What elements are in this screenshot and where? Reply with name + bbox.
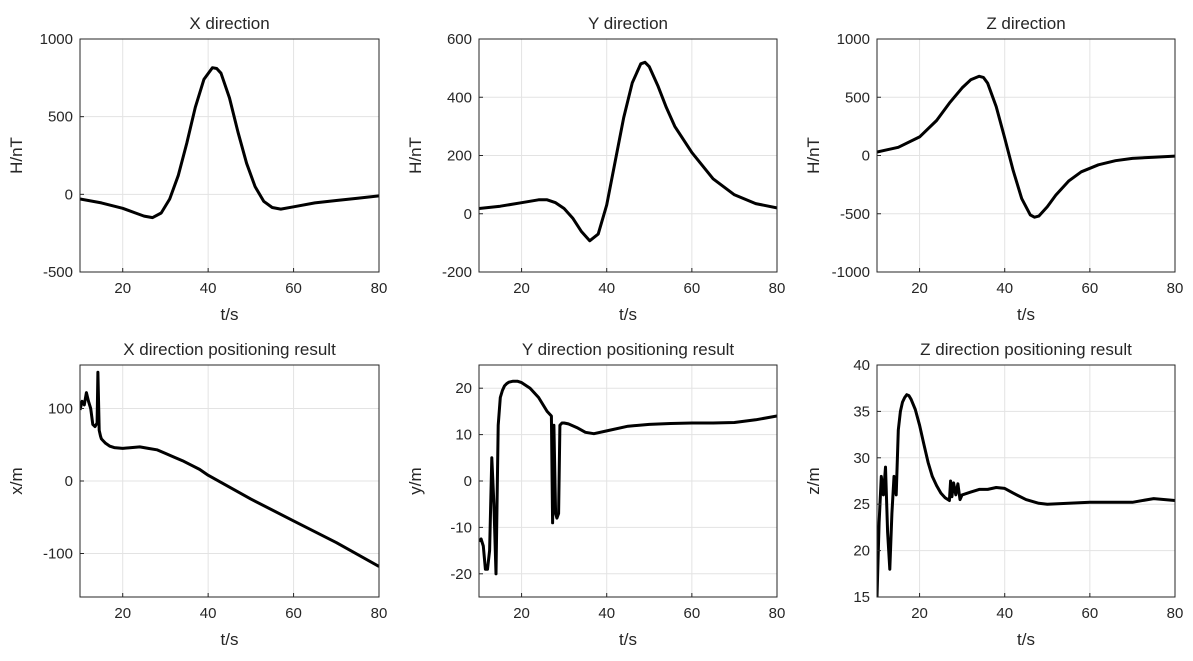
y-tick-label: 25 xyxy=(853,496,870,513)
y-tick-label: -500 xyxy=(43,264,73,281)
x-tick-label: 60 xyxy=(1082,605,1099,622)
y-tick-label: 0 xyxy=(862,148,870,165)
y-tick-label: 100 xyxy=(48,401,73,418)
plot-area xyxy=(80,39,379,272)
y-tick-label: 1000 xyxy=(837,31,870,48)
x-tick-label: 20 xyxy=(911,605,928,622)
x-tick-label: 80 xyxy=(371,605,388,622)
y-tick-label: 35 xyxy=(853,403,870,420)
x-tick-label: 80 xyxy=(371,280,388,297)
plot-area xyxy=(877,365,1175,597)
chart-panel-1: 20 40 60 80 -500 0 500 1000 X direction t/s H/nT xyxy=(7,14,387,324)
x-tick-label: 80 xyxy=(1167,280,1184,297)
y-tick-label: -1000 xyxy=(832,264,870,281)
y-axis-label: z/m xyxy=(804,467,823,494)
chart-panel-3: 20 40 60 80 -1000 -500 0 500 1000 Z direction t/s H… xyxy=(804,14,1183,324)
y-axis-label: x/m xyxy=(7,467,26,494)
y-tick-label: 15 xyxy=(853,589,870,606)
axes-box xyxy=(79,38,380,273)
series-line xyxy=(479,60,777,243)
y-tick-label: 0 xyxy=(464,473,472,490)
chart-panel-6: 20 40 60 80 15 20 25 30 35 40 Z direction position… xyxy=(804,340,1183,649)
x-tick-label: 20 xyxy=(114,280,131,297)
series-line xyxy=(877,393,1175,597)
series-line xyxy=(479,379,777,576)
x-tick-label: 60 xyxy=(285,280,302,297)
axes-box xyxy=(876,364,1176,598)
y-tick-label: 1000 xyxy=(40,31,73,48)
x-tick-label: 80 xyxy=(1167,605,1184,622)
chart-title: Y direction positioning result xyxy=(522,340,735,359)
x-tick-label: 20 xyxy=(513,605,530,622)
series-line xyxy=(80,370,379,568)
chart-title: X direction xyxy=(189,14,269,33)
chart-title: X direction positioning result xyxy=(123,340,336,359)
x-tick-label: 40 xyxy=(598,280,615,297)
y-tick-label: 0 xyxy=(464,206,472,223)
y-tick-label: -200 xyxy=(442,264,472,281)
y-tick-label: -10 xyxy=(450,519,472,536)
x-tick-label: 40 xyxy=(996,605,1013,622)
y-tick-label: 0 xyxy=(65,473,73,490)
y-tick-label: 30 xyxy=(853,450,870,467)
chart-title: Z direction xyxy=(986,14,1065,33)
x-axis-label: t/s xyxy=(1017,630,1035,649)
x-tick-label: 60 xyxy=(285,605,302,622)
chart-panel-4: 20 40 60 80 -100 0 100 X direction positioning … xyxy=(7,340,387,649)
x-tick-label: 20 xyxy=(513,280,530,297)
y-tick-label: 10 xyxy=(455,427,472,444)
chart-title: Y direction xyxy=(588,14,668,33)
x-axis-label: t/s xyxy=(221,630,239,649)
y-tick-label: 40 xyxy=(853,357,870,374)
x-tick-label: 60 xyxy=(684,280,701,297)
y-axis-label: H/nT xyxy=(7,137,26,174)
y-tick-label: 0 xyxy=(65,186,73,203)
x-tick-label: 20 xyxy=(911,280,928,297)
x-tick-label: 20 xyxy=(114,605,131,622)
y-tick-label: 500 xyxy=(48,109,73,126)
x-axis-label: t/s xyxy=(619,630,637,649)
x-axis-label: t/s xyxy=(1017,305,1035,324)
y-tick-label: 20 xyxy=(455,380,472,397)
x-tick-label: 60 xyxy=(684,605,701,622)
y-tick-label: -500 xyxy=(840,206,870,223)
y-tick-label: -20 xyxy=(450,566,472,583)
y-tick-label: 600 xyxy=(447,31,472,48)
chart-panel-5: 20 40 60 80 -20 -10 0 10 20 Y direction positioni… xyxy=(406,340,785,649)
x-tick-label: 40 xyxy=(200,605,217,622)
y-axis-label: y/m xyxy=(406,467,425,494)
y-axis-label: H/nT xyxy=(804,137,823,174)
series-line xyxy=(877,74,1175,219)
series-line xyxy=(80,66,379,220)
x-axis-label: t/s xyxy=(221,305,239,324)
x-tick-label: 40 xyxy=(598,605,615,622)
y-tick-label: 500 xyxy=(845,89,870,106)
x-tick-label: 40 xyxy=(996,280,1013,297)
x-tick-label: 80 xyxy=(769,605,786,622)
y-tick-label: -100 xyxy=(43,546,73,563)
x-tick-label: 80 xyxy=(769,280,786,297)
y-tick-label: 20 xyxy=(853,543,870,560)
chart-panel-2: 20 40 60 80 -200 0 200 400 600 Y direction t/s H/nT xyxy=(406,14,785,324)
y-tick-label: 400 xyxy=(447,89,472,106)
x-tick-label: 40 xyxy=(200,280,217,297)
chart-title: Z direction positioning result xyxy=(920,340,1132,359)
x-tick-label: 60 xyxy=(1082,280,1099,297)
x-axis-label: t/s xyxy=(619,305,637,324)
y-tick-label: 200 xyxy=(447,148,472,165)
y-axis-label: H/nT xyxy=(406,137,425,174)
